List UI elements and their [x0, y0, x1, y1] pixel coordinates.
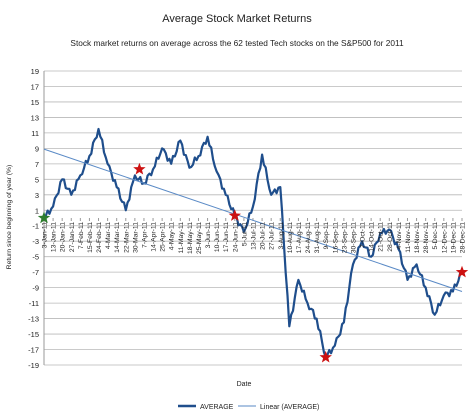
- x-tick-label: 24-Aug-11: [305, 222, 312, 253]
- star-markers: [37, 162, 469, 363]
- x-tick-label: 4-May-11: [169, 222, 176, 250]
- y-tick-labels: 19 17 15 13 11 9 7 5 3 1 -1 -3 -5 -7 -9 -11 -13 -15 -17 -19: [28, 67, 39, 370]
- y-tick-label: -1: [32, 222, 39, 231]
- x-tick-label: 7-Feb-11: [78, 222, 85, 249]
- x-tick-label: 18-Nov-11: [414, 222, 421, 253]
- chart-subtitle: Stock market returns on average across t…: [70, 38, 404, 48]
- y-tick-label: -9: [32, 284, 39, 293]
- y-tick-label: 7: [35, 160, 39, 169]
- star-marker: [228, 209, 241, 221]
- x-tick-label: 20-Jul-11: [260, 222, 267, 250]
- y-tick-label: 1: [35, 206, 39, 215]
- x-tick-label: 18-May-11: [187, 222, 194, 254]
- x-tick-label: 23-Sep-11: [341, 222, 348, 253]
- x-tick-label: 12-Dec-11: [441, 222, 448, 253]
- legend: AVERAGE Linear (AVERAGE): [178, 404, 319, 411]
- y-tick-label: 9: [35, 144, 39, 153]
- series-layer: [43, 127, 463, 359]
- x-tick-label: 14-Apr-11: [151, 222, 158, 252]
- star-marker: [133, 162, 146, 175]
- star-marker: [37, 211, 51, 224]
- y-tick-label: 17: [31, 82, 39, 91]
- x-tick-label: 17-Aug-11: [296, 222, 303, 253]
- x-tick-label: 17-Jun-11: [223, 222, 230, 252]
- y-tick-label: 11: [31, 129, 39, 138]
- grid-lines: [43, 70, 463, 366]
- y-tick-label: -11: [29, 299, 39, 308]
- x-tick-label: 9-Sep-11: [323, 222, 330, 250]
- x-tick-labels: 3-Jan-11 13-Jan-11 20-Jan-11 27-Jan-11 7-Feb…: [42, 222, 467, 254]
- x-tick-label: 25-Apr-11: [160, 222, 167, 252]
- x-tick-label: 7-Oct-11: [360, 222, 367, 248]
- x-tick-label: 24-Feb-11: [96, 222, 103, 253]
- legend-label-average: AVERAGE: [200, 404, 234, 411]
- x-tick-label: 11-Nov-11: [405, 222, 412, 253]
- x-tick-label: 15-Feb-11: [87, 222, 94, 253]
- x-tick-label: 5-Dec-11: [432, 222, 439, 250]
- y-tick-label: 19: [31, 67, 39, 76]
- x-tick-label: 21-Oct-11: [378, 222, 385, 252]
- x-tick-label: 16-Sep-11: [332, 222, 339, 253]
- x-tick-label: 14-Mar-11: [114, 222, 121, 253]
- series-average-line: [43, 127, 463, 359]
- x-tick-label: 30-Mar-11: [132, 222, 139, 253]
- x-tick-label: 4-Mar-11: [105, 222, 112, 249]
- x-tick-label: 28-Nov-11: [423, 222, 430, 253]
- y-tick-label: 13: [31, 113, 39, 122]
- y-tick-label: -15: [28, 330, 39, 339]
- x-tick-label: 3-Jan-11: [42, 222, 49, 249]
- x-tick-label: 19-Dec-11: [450, 222, 457, 253]
- x-tick-label: 10-Aug-11: [287, 222, 294, 253]
- y-tick-label: 5: [35, 175, 39, 184]
- x-tick-label: 28-Dec-11: [460, 222, 467, 253]
- x-tick-label: 20-Jan-11: [60, 222, 67, 252]
- y-tick-label: -3: [32, 237, 39, 246]
- x-tick-label: 3-Jun-11: [205, 222, 212, 249]
- x-tick-label: 30-Sep-11: [350, 222, 357, 253]
- star-marker: [319, 350, 332, 363]
- x-tick-label: 10-Jun-11: [214, 222, 221, 252]
- y-tick-label: -13: [28, 315, 39, 324]
- y-tick-label: 15: [31, 98, 39, 107]
- x-tick-label: 27-Jan-11: [69, 222, 76, 252]
- x-tick-label: 28-Oct-11: [387, 222, 394, 252]
- x-tick-label: 5-Jul-11: [241, 222, 248, 246]
- legend-label-linear: Linear (AVERAGE): [260, 404, 319, 411]
- chart-title: Average Stock Market Returns: [162, 13, 312, 25]
- y-tick-label: -19: [28, 361, 39, 370]
- x-tick-label: 24-Jun-11: [232, 222, 239, 252]
- x-tick-label: 11-May-11: [178, 222, 185, 254]
- x-tick-label: 4-Nov-11: [396, 222, 403, 250]
- x-tick-label: 14-Oct-11: [369, 222, 376, 252]
- star-marker: [455, 265, 469, 278]
- trendline: [43, 148, 463, 292]
- x-tick-label: 3-Aug-11: [278, 222, 285, 250]
- x-tick-label: 13-Jan-11: [51, 222, 58, 252]
- x-tick-label: 7-Apr-11: [141, 222, 148, 248]
- x-tick-label: 22-Mar-11: [123, 222, 130, 253]
- y-tick-label: 3: [35, 191, 39, 200]
- x-tick-label: 27-Jul-11: [269, 222, 276, 250]
- x-tick-label: 25-May-11: [196, 222, 203, 254]
- x-axis-label: Date: [237, 381, 252, 388]
- x-tick-label: 13-Jul-11: [251, 222, 258, 250]
- y-axis-label: Return since beginning of year (%): [6, 165, 13, 270]
- y-tick-label: -7: [32, 268, 39, 277]
- y-tick-label: -5: [32, 253, 39, 262]
- y-tick-label: -17: [28, 346, 39, 355]
- x-tick-label: 31-Aug-11: [314, 222, 321, 253]
